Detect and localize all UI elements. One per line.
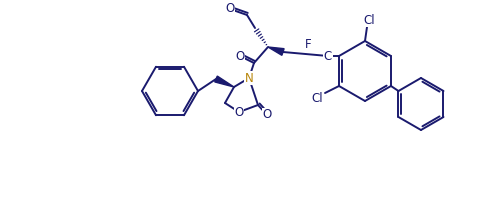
Text: O: O	[225, 2, 235, 16]
Text: O: O	[262, 108, 272, 122]
Text: O: O	[235, 49, 245, 62]
Polygon shape	[268, 47, 284, 55]
Text: C: C	[324, 49, 332, 62]
Text: N: N	[245, 71, 253, 85]
Polygon shape	[214, 76, 234, 87]
Text: F: F	[305, 37, 311, 51]
Text: Cl: Cl	[311, 92, 323, 106]
Text: O: O	[234, 106, 244, 118]
Text: Cl: Cl	[363, 14, 375, 26]
